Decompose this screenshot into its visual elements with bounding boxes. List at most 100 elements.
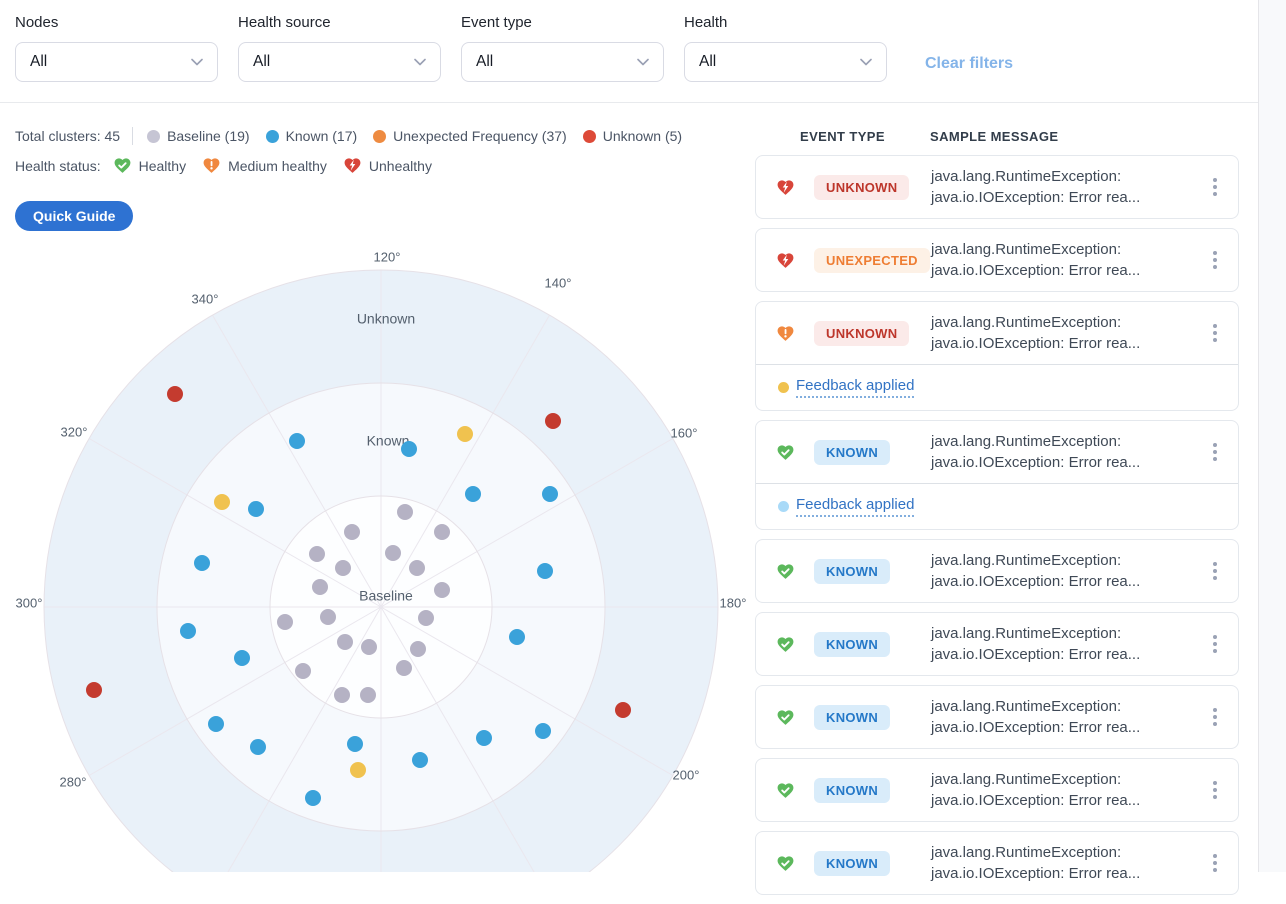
cluster-dot-known[interactable] [305,790,321,806]
cluster-dot-baseline[interactable] [337,634,353,650]
angle-label: 180° [720,595,747,610]
cluster-dot-unknown[interactable] [86,682,102,698]
kebab-menu-icon[interactable] [1207,629,1223,659]
cluster-dot-known[interactable] [535,723,551,739]
cluster-dot-known[interactable] [465,486,481,502]
cluster-legend: Total clusters: 45 Baseline (19) Known (… [15,127,755,145]
cluster-dot-baseline[interactable] [385,545,401,561]
kebab-menu-icon[interactable] [1207,437,1223,467]
event-row[interactable]: KNOWN java.lang.RuntimeException: java.i… [755,831,1239,895]
event-type-badge: UNKNOWN [814,320,910,346]
kebab-menu-icon[interactable] [1207,318,1223,348]
unknown-dot-icon [582,129,596,143]
event-type-badge: KNOWN [814,558,891,584]
spoke-line [380,606,674,776]
cluster-dot-unexpected-frequency[interactable] [457,426,473,442]
cluster-dot-baseline[interactable] [361,639,377,655]
feedback-applied-link[interactable]: Feedback applied [796,496,915,517]
event-row[interactable]: KNOWN java.lang.RuntimeException: java.i… [755,539,1239,603]
cluster-dot-baseline[interactable] [418,610,434,626]
cluster-dot-baseline[interactable] [344,524,360,540]
cluster-dot-known[interactable] [250,739,266,755]
cluster-dot-unexpected-frequency[interactable] [350,762,366,778]
cluster-dot-known[interactable] [234,650,250,666]
chevron-down-icon [191,58,203,66]
cluster-dot-unknown[interactable] [615,702,631,718]
event-list: UNKNOWN java.lang.RuntimeException: java… [755,155,1241,895]
ring-line [156,382,606,832]
event-row[interactable]: KNOWN java.lang.RuntimeException: java.i… [755,758,1239,822]
filter-label: Health [684,14,728,31]
cluster-dot-known[interactable] [542,486,558,502]
cluster-dot-baseline[interactable] [409,560,425,576]
nodes-select[interactable]: All [15,42,218,82]
cluster-dot-known[interactable] [412,752,428,768]
cluster-dot-baseline[interactable] [309,546,325,562]
angle-label: 300° [16,595,43,610]
health-icon-healthy [756,635,814,654]
event-row[interactable]: KNOWN java.lang.RuntimeException: java.i… [755,612,1239,676]
cluster-dot-baseline[interactable] [320,609,336,625]
cluster-dot-known[interactable] [248,501,264,517]
cluster-dot-known[interactable] [401,441,417,457]
spoke-line [227,606,382,872]
angle-label: 120° [374,249,401,264]
zone-label: Baseline [359,588,413,604]
cluster-dot-baseline[interactable] [397,504,413,520]
filter-label: Nodes [15,14,59,31]
kebab-menu-icon[interactable] [1207,172,1223,202]
kebab-menu-icon[interactable] [1207,848,1223,878]
clear-filters-link[interactable]: Clear filters [925,55,1014,72]
cluster-dot-unexpected-frequency[interactable] [214,494,230,510]
cluster-dot-known[interactable] [194,555,210,571]
filter-label: Health source [238,14,331,31]
kebab-menu-icon[interactable] [1207,775,1223,805]
cluster-dot-baseline[interactable] [360,687,376,703]
event-row[interactable]: KNOWN java.lang.RuntimeException: java.i… [755,685,1239,749]
health-select[interactable]: All [684,42,887,82]
right-rail[interactable] [1258,0,1286,872]
health-source-select[interactable]: All [238,42,441,82]
cluster-dot-baseline[interactable] [277,614,293,630]
event-type-select[interactable]: All [461,42,664,82]
cluster-dot-known[interactable] [537,563,553,579]
unhealthy-heart-icon [343,156,362,175]
event-type-header: EVENT TYPE [800,129,885,144]
cluster-dot-known[interactable] [180,623,196,639]
event-row[interactable]: UNKNOWN java.lang.RuntimeException: java… [755,155,1239,219]
filter-health-source: Health source All [238,14,441,82]
angle-label: 200° [673,767,700,782]
zone-label: Unknown [357,311,415,327]
angle-label: 320° [61,424,88,439]
quick-guide-button[interactable]: Quick Guide [15,201,134,231]
kebab-menu-icon[interactable] [1207,556,1223,586]
cluster-dot-unknown[interactable] [167,386,183,402]
cluster-dot-unknown[interactable] [545,413,561,429]
event-row[interactable]: UNKNOWN java.lang.RuntimeException: java… [755,301,1239,411]
feedback-dot-icon [778,382,789,393]
cluster-dot-known[interactable] [347,736,363,752]
filter-event-type: Event type All [461,14,664,82]
cluster-dot-baseline[interactable] [434,524,450,540]
feedback-dot-icon [778,501,789,512]
kebab-menu-icon[interactable] [1207,245,1223,275]
feedback-applied-link[interactable]: Feedback applied [796,377,915,398]
cluster-dot-known[interactable] [509,629,525,645]
event-row[interactable]: UNEXPECTED java.lang.RuntimeException: j… [755,228,1239,292]
unexpected-frequency-dot-icon [373,129,387,143]
cluster-dot-known[interactable] [208,716,224,732]
cluster-dot-baseline[interactable] [410,641,426,657]
cluster-dot-baseline[interactable] [312,579,328,595]
cluster-dot-known[interactable] [289,433,305,449]
cluster-dot-baseline[interactable] [396,660,412,676]
spoke-line [380,606,535,872]
cluster-dot-baseline[interactable] [335,560,351,576]
cluster-dot-baseline[interactable] [434,582,450,598]
cluster-dot-baseline[interactable] [334,687,350,703]
cluster-dot-known[interactable] [476,730,492,746]
cluster-dot-baseline[interactable] [295,663,311,679]
event-row[interactable]: KNOWN java.lang.RuntimeException: java.i… [755,420,1239,530]
kebab-menu-icon[interactable] [1207,702,1223,732]
spoke-line [212,314,382,608]
legend-item-healthy: Healthy [113,156,186,175]
